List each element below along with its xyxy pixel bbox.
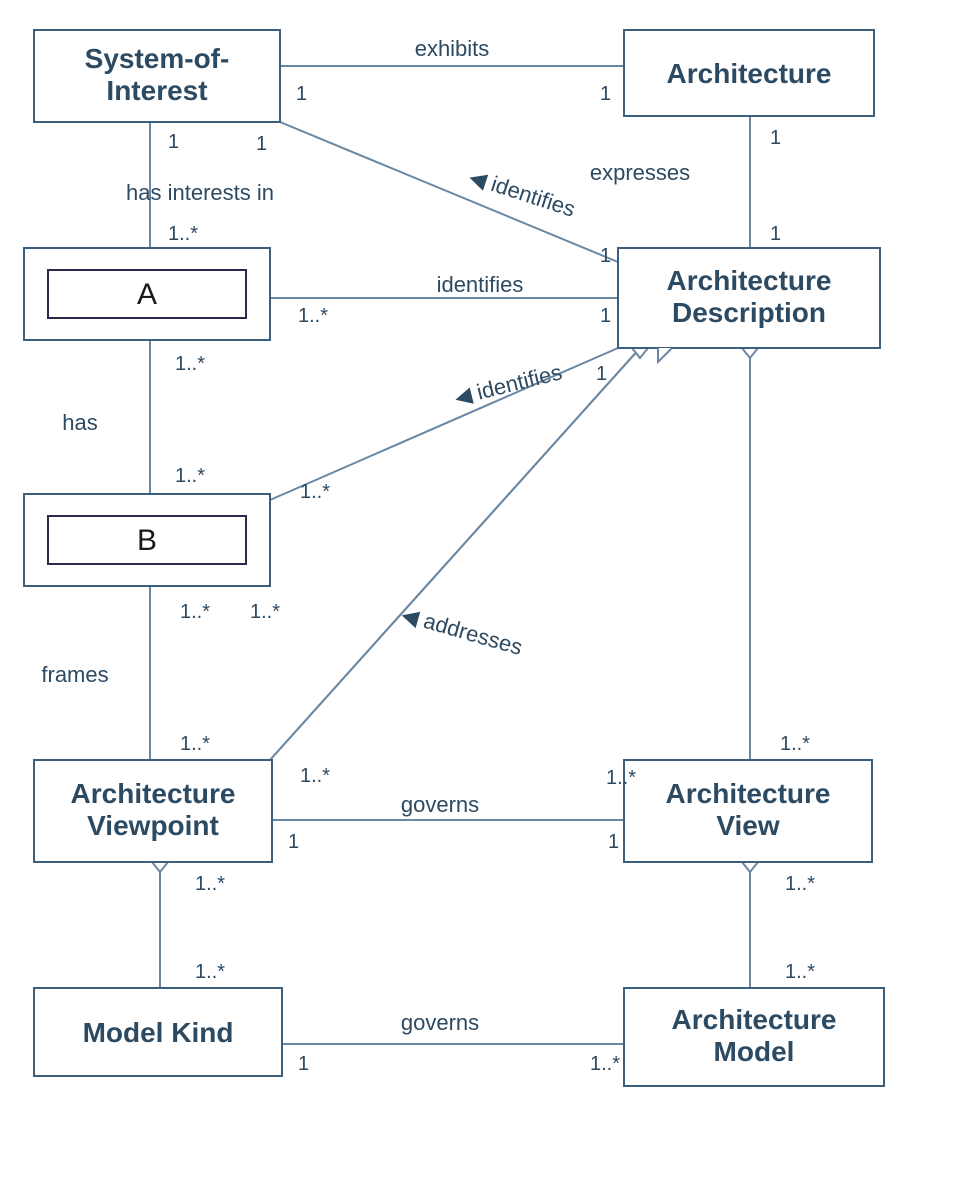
mult: 1..* xyxy=(175,353,205,375)
svg-text:View: View xyxy=(716,810,780,841)
node-soi-label: System-of- xyxy=(85,43,230,74)
mult: 1 xyxy=(600,83,611,105)
mult: 1..* xyxy=(195,873,225,895)
mult: 1 xyxy=(770,223,781,245)
edge-label-frames: frames xyxy=(41,662,108,687)
mult: 1..* xyxy=(298,305,328,327)
svg-text:Interest: Interest xyxy=(106,75,207,106)
mult: 1..* xyxy=(606,767,636,789)
mult: 1..* xyxy=(195,961,225,983)
mult: 1..* xyxy=(780,733,810,755)
edge-label-expresses: expresses xyxy=(590,160,690,185)
edge-label-identifies2: identifies xyxy=(437,272,524,297)
note-fold-icon xyxy=(658,348,672,362)
node-av-label: Architecture xyxy=(666,778,831,809)
mult: 1..* xyxy=(300,765,330,787)
edge-identifies1 xyxy=(280,122,618,262)
uml-diagram: System-of-Interest Architecture Architectu… xyxy=(0,0,957,1199)
node-mk-label: Model Kind xyxy=(83,1017,234,1048)
edge-label-governs2: governs xyxy=(401,1010,479,1035)
mult: 1..* xyxy=(785,961,815,983)
mult: 1..* xyxy=(250,601,280,623)
placeholder-B-label: B xyxy=(137,524,157,557)
mult: 1 xyxy=(600,305,611,327)
mult: 1..* xyxy=(175,465,205,487)
node-arch-label: Architecture xyxy=(667,58,832,89)
edge-identifies3 xyxy=(270,348,618,500)
mult: 1 xyxy=(608,831,619,853)
mult: 1..* xyxy=(300,481,330,503)
edge-ad-avp xyxy=(270,348,640,760)
mult: 1 xyxy=(256,133,267,155)
mult: 1 xyxy=(596,363,607,385)
placeholder-A-label: A xyxy=(137,278,157,311)
mult: 1..* xyxy=(168,223,198,245)
mult: 1..* xyxy=(590,1053,620,1075)
edge-label-identifies1: ◀ identifies xyxy=(466,164,578,222)
mult: 1..* xyxy=(180,601,210,623)
svg-text:Model: Model xyxy=(714,1036,795,1067)
mult: 1 xyxy=(298,1053,309,1075)
node-avp-label: Architecture xyxy=(71,778,236,809)
mult: 1 xyxy=(600,245,611,267)
mult: 1..* xyxy=(180,733,210,755)
mult: 1 xyxy=(770,127,781,149)
mult: 1 xyxy=(168,131,179,153)
node-ad-label: Architecture xyxy=(667,265,832,296)
edge-label-addresses: ◀ addresses xyxy=(399,602,526,660)
edge-label-has: has xyxy=(62,410,97,435)
svg-text:Viewpoint: Viewpoint xyxy=(87,810,219,841)
node-am-label: Architecture xyxy=(672,1004,837,1035)
edge-label-governs1: governs xyxy=(401,792,479,817)
mult: 1 xyxy=(296,83,307,105)
svg-text:Description: Description xyxy=(672,297,826,328)
mult: 1 xyxy=(288,831,299,853)
edge-label-hasinterests: has interests in xyxy=(126,180,274,205)
edge-label-identifies3: ◀ identifies xyxy=(452,359,565,410)
edge-label-exhibits: exhibits xyxy=(415,36,490,61)
mult: 1..* xyxy=(785,873,815,895)
